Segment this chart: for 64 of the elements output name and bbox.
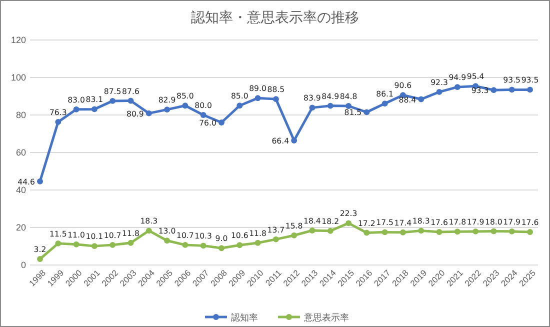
point xyxy=(346,220,352,226)
point xyxy=(164,238,170,244)
point xyxy=(91,243,98,250)
point xyxy=(37,178,43,184)
y-tick-label: 60 xyxy=(16,147,26,158)
point xyxy=(254,95,261,102)
point xyxy=(110,98,116,104)
point xyxy=(164,106,170,113)
point xyxy=(418,96,424,102)
point xyxy=(73,241,80,248)
point xyxy=(128,98,134,104)
legend-label: 意思表示率 xyxy=(303,312,349,324)
point xyxy=(527,229,533,235)
y-tick-label: 40 xyxy=(16,184,26,195)
point xyxy=(327,228,334,234)
point xyxy=(272,96,279,102)
point xyxy=(527,86,533,93)
point xyxy=(37,256,43,262)
point xyxy=(182,242,188,248)
point xyxy=(309,228,316,234)
point xyxy=(200,242,206,249)
point xyxy=(382,229,388,236)
point xyxy=(490,87,497,94)
point xyxy=(291,138,298,144)
point xyxy=(364,230,370,236)
point xyxy=(327,102,334,109)
point xyxy=(182,102,188,109)
point xyxy=(254,240,261,246)
point xyxy=(146,110,152,116)
y-tick-label: 0 xyxy=(20,260,26,270)
point xyxy=(291,232,298,238)
legend-label: 認知率 xyxy=(231,312,258,324)
point xyxy=(364,109,370,116)
point xyxy=(146,228,152,234)
point xyxy=(436,229,442,235)
point xyxy=(73,106,80,112)
point xyxy=(236,242,243,248)
point xyxy=(272,236,279,242)
point xyxy=(236,102,243,109)
point xyxy=(382,100,388,107)
point xyxy=(346,103,352,109)
point xyxy=(472,228,479,234)
point xyxy=(218,245,224,252)
point xyxy=(436,88,442,95)
y-tick-label: 20 xyxy=(16,222,26,232)
y-tick-label: 120 xyxy=(10,34,26,45)
point xyxy=(55,118,62,125)
point xyxy=(218,120,224,126)
chart-title: 認知率・意思表示率の推移 xyxy=(191,10,359,26)
point xyxy=(200,112,206,118)
point xyxy=(309,104,316,111)
y-tick-label: 100 xyxy=(10,72,26,82)
point xyxy=(110,242,116,248)
y-tick-label: 80 xyxy=(16,110,26,120)
point xyxy=(454,228,460,235)
point xyxy=(490,228,497,234)
point xyxy=(508,86,515,93)
point xyxy=(400,229,406,236)
point xyxy=(454,84,460,90)
point xyxy=(55,240,62,246)
point xyxy=(508,228,515,234)
point xyxy=(418,228,424,234)
point xyxy=(128,240,134,246)
point xyxy=(91,106,98,112)
